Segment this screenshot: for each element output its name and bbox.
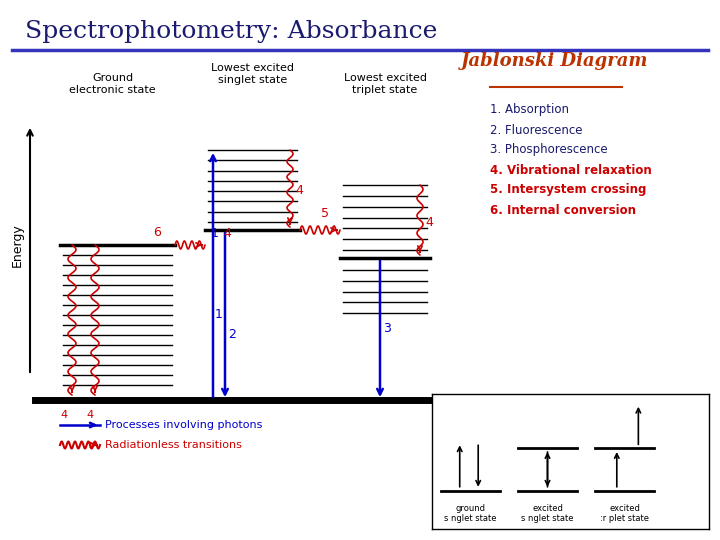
Text: 1: 1 (215, 308, 223, 321)
Text: 4. Vibrational relaxation: 4. Vibrational relaxation (490, 164, 652, 177)
Text: 4: 4 (86, 410, 94, 420)
Text: Lowest excited
singlet state: Lowest excited singlet state (211, 63, 294, 85)
Text: 4: 4 (295, 184, 303, 197)
Text: 4: 4 (60, 410, 68, 420)
Text: 6. Internal conversion: 6. Internal conversion (490, 204, 636, 217)
Text: excited
s nglet state: excited s nglet state (521, 504, 574, 523)
Text: 6: 6 (153, 226, 161, 239)
Text: 3: 3 (383, 322, 391, 335)
Text: 1: 1 (211, 227, 219, 240)
Text: excited
:r plet state: excited :r plet state (600, 504, 649, 523)
Text: Lowest excited
triplet state: Lowest excited triplet state (343, 73, 426, 95)
Text: 4: 4 (223, 227, 231, 240)
Text: 2: 2 (228, 328, 236, 341)
Text: 5. Intersystem crossing: 5. Intersystem crossing (490, 184, 647, 197)
Text: 1. Absorption: 1. Absorption (490, 104, 569, 117)
Text: Spectrophotometry: Absorbance: Spectrophotometry: Absorbance (25, 20, 437, 43)
Text: ground
s nglet state: ground s nglet state (444, 504, 497, 523)
Text: 4: 4 (425, 215, 433, 228)
Text: Ground
electronic state: Ground electronic state (69, 73, 156, 95)
Text: Processes involving photons: Processes involving photons (105, 420, 262, 430)
Text: 5: 5 (321, 207, 329, 220)
Text: Jablonski Diagram: Jablonski Diagram (462, 52, 649, 70)
Text: Radiationless transitions: Radiationless transitions (105, 440, 242, 450)
Text: Energy: Energy (11, 223, 24, 267)
Text: 2. Fluorescence: 2. Fluorescence (490, 124, 582, 137)
Text: 3. Phosphorescence: 3. Phosphorescence (490, 144, 608, 157)
